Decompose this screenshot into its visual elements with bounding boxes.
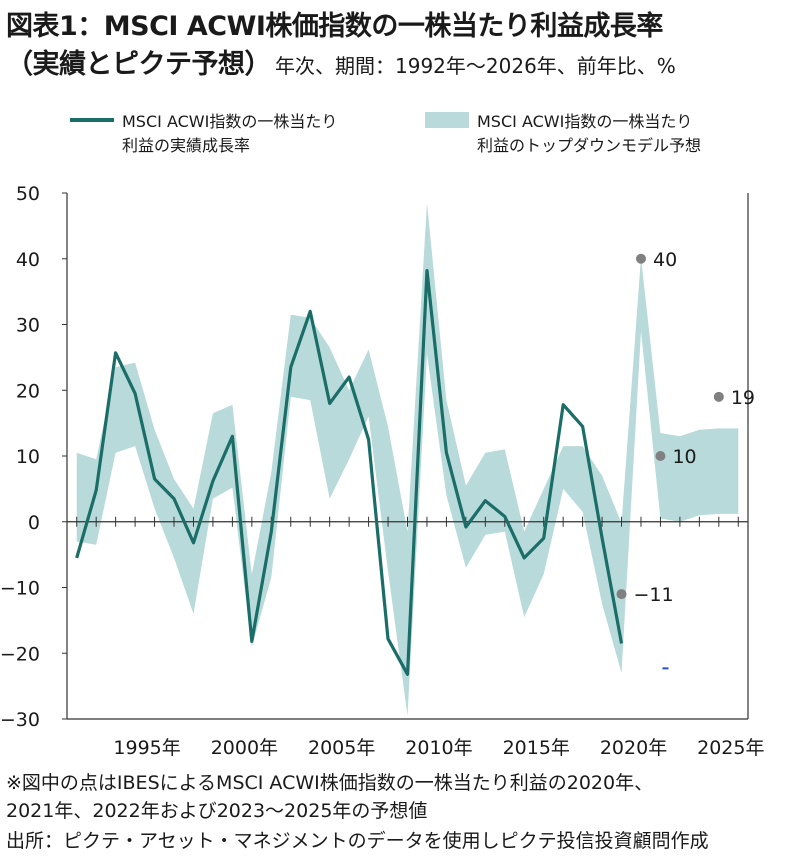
x-tick-label: 2015年 — [503, 737, 570, 759]
ibes-forecast-point — [655, 451, 666, 461]
y-tick-label: −10 — [0, 578, 40, 600]
axes-group — [62, 192, 749, 720]
y-tick-label: 30 — [16, 315, 40, 337]
legend-label-actual-line2: 利益の実績成長率 — [122, 136, 251, 155]
legend-label-model-line1: MSCI ACWI指数の一株当たり — [477, 112, 693, 131]
legend-label-model-line2: 利益のトップダウンモデル予想 — [477, 136, 702, 155]
actual-line-group — [75, 268, 624, 676]
y-tick-label: 40 — [16, 249, 40, 271]
footnote-line2: 2021年、2022年および2023～2025年の予想値 — [6, 800, 428, 822]
y-tick-label: 50 — [16, 183, 40, 205]
chart-title-part2: （実績とピクテ予想） — [6, 49, 272, 80]
y-tick-label: −20 — [0, 643, 40, 665]
legend-text-model: MSCI ACWI指数の一株当たり 利益のトップダウンモデル予想 — [477, 108, 767, 156]
legend: MSCI ACWI指数の一株当たり 利益の実績成長率 MSCI ACWI指数の一… — [0, 108, 787, 168]
x-tick-label: 2010年 — [405, 737, 472, 759]
y-tick-label: 20 — [16, 380, 40, 402]
x-tick-label: 2020年 — [600, 737, 667, 759]
chart-title: 図表1：MSCI ACWI株価指数の一株当たり利益成長率 — [6, 11, 663, 42]
source-note: 出所：ピクテ・アセット・マネジメントのデータを使用しピクテ投信投資顧問作成 — [6, 830, 709, 852]
actual-growth-line — [75, 268, 624, 676]
y-tick-label: 10 — [16, 446, 40, 468]
legend-swatch-actual — [70, 118, 114, 122]
ibes-point-label: 19 — [731, 387, 755, 409]
y-tick-label: 0 — [28, 512, 40, 534]
model-band-group — [76, 202, 739, 716]
ibes-forecast-point — [616, 589, 627, 600]
x-tick-label: 1995年 — [113, 737, 180, 759]
ibes-point-label: 10 — [672, 446, 696, 468]
model-forecast-band — [76, 202, 739, 716]
footnote-line1: ※図中の点はIBESによるMSCI ACWI株価指数の一株当たり利益の2020年… — [6, 772, 654, 794]
legend-band-model — [425, 112, 469, 128]
tick-labels-group: 50 40 30 20 10 0 −10 −20 −30 1995年 2000年 2005年 2010年… — [0, 183, 764, 759]
chart-period-note: 年次、期間：1992年～2026年、前年比、% — [275, 54, 676, 78]
ibes-forecast-point — [713, 391, 724, 402]
legend-text-actual: MSCI ACWI指数の一株当たり 利益の実績成長率 — [122, 108, 412, 156]
chart-subtitle: （実績とピクテ予想） 年次、期間：1992年～2026年、前年比、% — [6, 42, 676, 81]
ibes-point-label: 40 — [653, 249, 677, 271]
x-tick-label: 2025年 — [697, 737, 764, 759]
ibes-point-label: −11 — [634, 584, 674, 606]
y-tick-label: −30 — [0, 709, 40, 731]
x-tick-label: 2000年 — [211, 737, 278, 759]
eps-growth-chart: −11 40 10 19 50 40 30 20 10 0 −10 −20 −30 1995年 2000年… — [0, 183, 764, 759]
ibes-forecast-point — [635, 253, 646, 264]
legend-swatch-model — [425, 112, 469, 128]
legend-label-actual-line1: MSCI ACWI指数の一株当たり — [122, 112, 338, 131]
ibes-points-group: −11 40 10 19 — [616, 249, 755, 606]
x-tick-label: 2005年 — [308, 737, 375, 759]
